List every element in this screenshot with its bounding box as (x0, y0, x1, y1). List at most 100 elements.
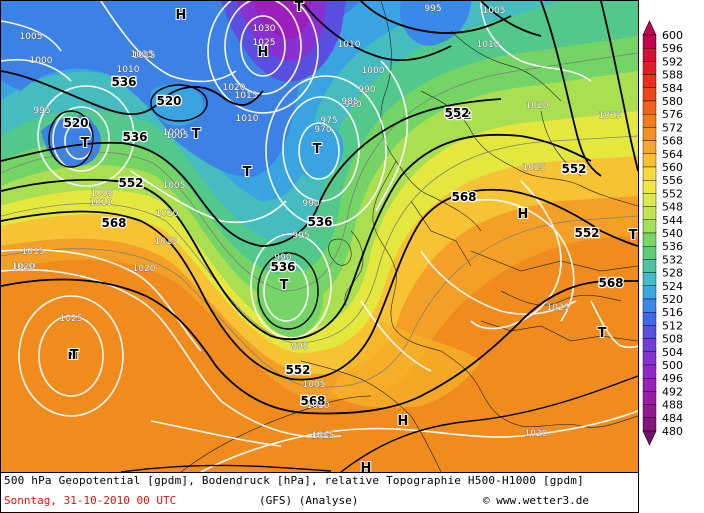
scale-swatch (642, 378, 657, 392)
geopotential-label: 536 (307, 215, 332, 229)
pressure-label: 995 (33, 106, 50, 116)
scale-swatch (642, 285, 657, 300)
scale-swatch (642, 351, 657, 366)
pressure-label: 1015 (131, 50, 154, 60)
scale-label: 516 (662, 306, 683, 319)
low-pressure-symbol: T (81, 136, 90, 151)
map-description: 500 hPa Geopotential [gpdm], Bodendruck … (4, 474, 584, 487)
low-pressure-symbol: T (295, 1, 304, 15)
scale-label: 564 (662, 148, 683, 161)
geopotential-label: 568 (451, 190, 476, 204)
geopotential-label: 536 (122, 130, 147, 144)
scale-label: 556 (662, 174, 683, 187)
pressure-label: 1010 (90, 198, 113, 208)
pressure-label: 1000 (362, 66, 385, 76)
geopotential-label: 568 (598, 276, 623, 290)
pressure-label: 1015 (22, 247, 45, 257)
geopotential-label: 552 (561, 162, 586, 176)
pressure-label: 985 (341, 97, 358, 107)
pressure-label: 1015 (235, 91, 258, 101)
scale-label: 492 (662, 385, 683, 398)
scale-swatch (642, 34, 657, 49)
geopotential-label: 552 (444, 106, 469, 120)
low-pressure-symbol: T (598, 326, 607, 341)
pressure-label: 1005 (483, 6, 506, 16)
scale-swatch (642, 206, 657, 221)
pressure-label: 1015 (311, 431, 334, 441)
scale-label: 544 (662, 214, 683, 227)
scale-swatch (642, 48, 657, 62)
pressure-label: 990 (344, 100, 361, 110)
pressure-label: 1010 (338, 40, 361, 50)
scale-swatch (642, 140, 657, 155)
scale-label: 508 (662, 333, 683, 346)
pressure-label: 1005 (91, 189, 114, 199)
scale-swatch (642, 259, 657, 273)
scale-swatch (642, 100, 657, 115)
scale-swatch (642, 391, 657, 405)
scale-label: 572 (662, 121, 683, 134)
pressure-label: 1015 (155, 237, 178, 247)
scale-label: 536 (662, 240, 683, 253)
scale-label: 512 (662, 319, 683, 332)
scale-swatch (642, 127, 657, 141)
pressure-label: 1025 (547, 303, 570, 313)
model-name: (GFS) (Analyse) (259, 494, 359, 507)
scale-label: 488 (662, 399, 683, 412)
scale-swatch (642, 219, 657, 234)
scale-swatch (642, 404, 657, 419)
scale-label: 560 (662, 161, 683, 174)
high-pressure-symbol: H (398, 414, 409, 429)
pressure-label: 1020 (12, 262, 35, 272)
pressure-label: 1020 (223, 83, 246, 93)
scale-swatch (642, 245, 657, 260)
scale-swatch (642, 166, 657, 181)
pressure-label: 1010 (307, 401, 330, 411)
scale-swatch (642, 417, 657, 432)
pressure-label: 1010 (117, 65, 140, 75)
scale-swatch (642, 312, 657, 326)
scale-swatch (642, 325, 657, 339)
map-date: Sonntag, 31-10-2010 00 UTC (4, 494, 177, 507)
weather-map: 520 536 552 568 536 520 536 552 568 552 552 568 552 5… (0, 0, 639, 473)
scale-label: 592 (662, 55, 683, 68)
pressure-label: 975 (320, 116, 337, 126)
geopotential-label: 520 (156, 94, 181, 108)
geopotential-label: 552 (446, 108, 471, 122)
pressure-label: 995 (291, 342, 308, 352)
high-pressure-symbol: H (518, 207, 529, 222)
scale-swatch (642, 61, 657, 75)
scale-label: 520 (662, 293, 683, 306)
scale-swatch (642, 338, 657, 353)
high-pressure-symbol: H (258, 45, 269, 60)
low-pressure-symbol: T (70, 348, 79, 363)
scale-label: 584 (662, 82, 683, 95)
scale-label: 596 (662, 42, 683, 55)
pressure-label: 995 (292, 231, 309, 241)
scale-label: 588 (662, 69, 683, 82)
credit-link[interactable]: © www.wetter3.de (483, 494, 589, 507)
color-scale: 600 596 592 588 584 580 576 572 568 564 560 556 552 5… (640, 0, 704, 473)
pressure-label: 990 (274, 253, 291, 263)
geopotential-label: 552 (574, 226, 599, 240)
scale-label: 496 (662, 372, 683, 385)
pressure-label: 1015 (133, 51, 156, 61)
scale-label: 576 (662, 108, 683, 121)
scale-label: 480 (662, 425, 683, 438)
low-pressure-symbol: T (192, 127, 201, 142)
pressure-label: 1025 (253, 38, 276, 48)
geopotential-label: 536 (111, 75, 136, 89)
scale-swatch (642, 113, 657, 128)
pressure-label: 1020 (133, 264, 156, 274)
scale-bottom-arrow (642, 430, 657, 446)
scale-top-arrow (642, 20, 657, 36)
low-pressure-symbol: T (243, 165, 252, 180)
pressure-label: 1010 (156, 209, 179, 219)
pressure-label: 1005 (20, 32, 43, 42)
pressure-label: 1000 (30, 56, 53, 66)
scale-label: 600 (662, 29, 683, 42)
pressure-label: 1010 (477, 40, 500, 50)
pressure-label: 990 (302, 199, 319, 209)
geopotential-label: 568 (300, 394, 325, 408)
geopotential-label: 568 (101, 216, 126, 230)
